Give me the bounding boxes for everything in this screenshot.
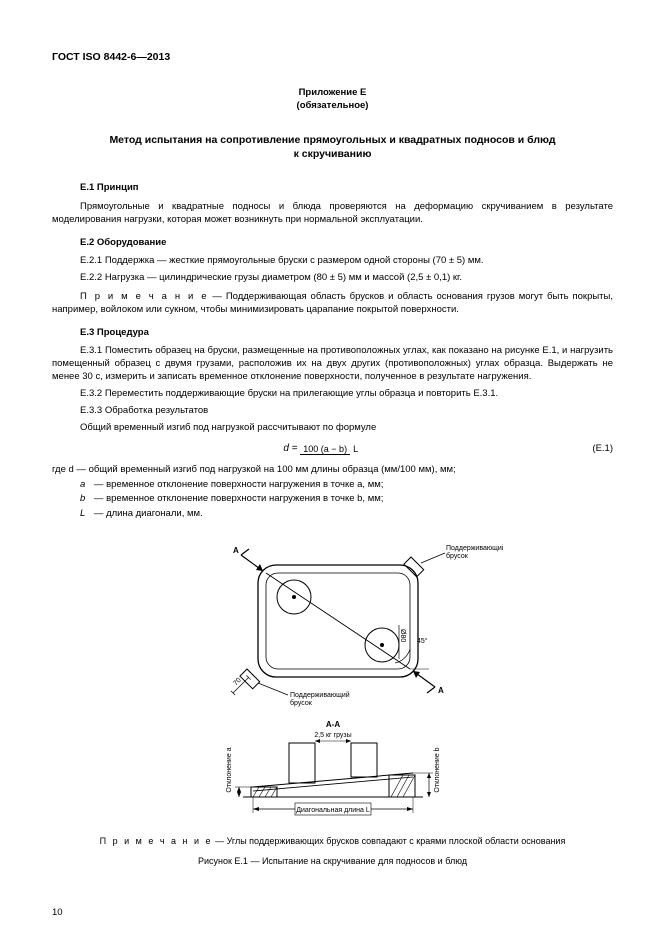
annex-header: Приложение Е (обязательное)	[52, 86, 613, 113]
e3-p3: Е.3.3 Обработка результатов	[52, 405, 613, 418]
where-intro: где d — общий временный изгиб под нагруз…	[52, 464, 613, 477]
e3-head: Е.3 Процедура	[52, 327, 613, 340]
figure-section: A-A 2,5 кг грузы Отклонение a	[163, 715, 503, 825]
formula: d = 100 (a − b)L	[52, 442, 592, 456]
figure: A A 45° 70 Ø80 Поддерживающий брусок	[52, 535, 613, 825]
where-b: b — временное отклонение поверхности наг…	[80, 493, 613, 506]
where-L: L — длина диагонали, мм.	[80, 508, 613, 521]
annex-label: Приложение Е	[52, 86, 613, 99]
document-id: ГОСТ ISO 8442-6—2013	[52, 50, 613, 64]
label-45: 45°	[417, 637, 428, 645]
e1-para: Прямоугольные и квадратные подносы и блю…	[52, 201, 613, 227]
left-support-block	[251, 787, 277, 797]
figure-top: A A 45° 70 Ø80 Поддерживающий брусок	[163, 535, 503, 715]
formula-ref: (Е.1)	[592, 443, 613, 456]
page-number: 10	[52, 907, 63, 920]
e3-p1: Е.3.1 Поместить образец на бруски, разме…	[52, 345, 613, 383]
section-label: A-A	[325, 720, 339, 729]
formula-numerator: 100 (a − b)	[300, 444, 350, 455]
where-a: a — временное отклонение поверхности наг…	[80, 479, 613, 492]
load-label: 2,5 кг грузы	[314, 732, 351, 739]
label-A2: A	[438, 686, 444, 695]
e3-p2: Е.3.2 Переместить поддерживающие бруски …	[52, 388, 613, 401]
e2-note-label: П р и м е ч а н и е	[80, 291, 209, 302]
e2-note: П р и м е ч а н и е — Поддерживающая обл…	[52, 291, 613, 317]
label-support-bl: Поддерживающий брусок	[290, 691, 352, 707]
formula-denominator: L	[350, 444, 361, 454]
e3-p4: Общий временный изгиб под нагрузкой расс…	[52, 422, 613, 435]
label-A1: A	[233, 546, 239, 555]
title-line-1: Метод испытания на сопротивление прямоуг…	[52, 133, 613, 148]
e2-p1: Е.2.1 Поддержка — жесткие прямоугольные …	[52, 255, 613, 268]
defl-b: Отклонение b	[434, 747, 441, 792]
annex-type: (обязательное)	[52, 99, 613, 112]
caption-note-body: — Углы поддерживающих брусков совпадают …	[213, 836, 566, 846]
label-80: Ø80	[399, 629, 406, 642]
caption-note-label: П р и м е ч а н и е	[100, 836, 213, 846]
diag-label: Диагональная длина L	[296, 807, 370, 814]
e1-head: Е.1 Принцип	[52, 182, 613, 195]
label-support-tr: Поддерживающий брусок	[446, 544, 503, 560]
formula-row: d = 100 (a − b)L (Е.1)	[52, 442, 613, 456]
main-title: Метод испытания на сопротивление прямоуг…	[52, 133, 613, 162]
e2-p2: Е.2.2 Нагрузка — цилиндрические грузы ди…	[52, 272, 613, 285]
figure-caption: Рисунок Е.1 — Испытание на скручивание д…	[52, 855, 613, 867]
e2-head: Е.2 Оборудование	[52, 237, 613, 250]
title-line-2: к скручиванию	[52, 147, 613, 162]
caption-note: П р и м е ч а н и е — Углы поддерживающи…	[52, 835, 613, 847]
defl-a: Отклонение a	[226, 747, 233, 792]
label-70: 70	[232, 677, 243, 688]
formula-lhs: d =	[283, 443, 300, 454]
